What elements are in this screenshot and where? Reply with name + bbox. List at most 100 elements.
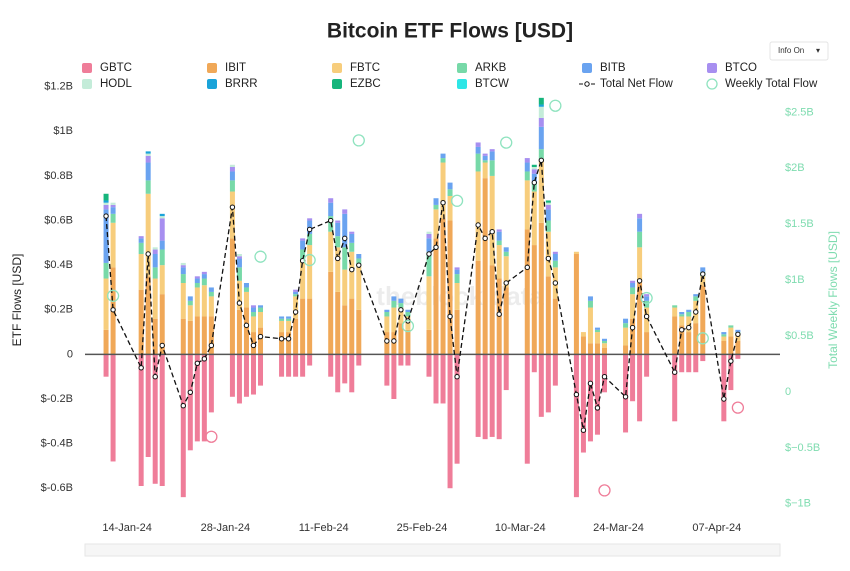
net-flow-point [194,360,201,367]
bar-segment [531,354,537,373]
bar-segment [159,218,165,241]
bar-segment [349,251,355,299]
bar-segment [728,336,734,355]
range-navigator[interactable] [84,543,781,557]
legend-swatch [82,79,92,89]
bar-segment [258,354,264,386]
y-tick-label: $1B [53,125,73,137]
bar-segment [335,220,341,223]
bar-segment [293,318,299,355]
bar-segment [208,354,214,413]
y2-tick-label: $2.5B [785,106,814,118]
bar-segment [524,354,530,464]
net-flow-line [105,160,739,431]
net-flow-point [454,373,460,380]
bar-segment [531,245,537,355]
net-flow-point [138,365,144,371]
bar-segment [630,294,636,319]
bar-segment [587,343,593,355]
bar-segment [693,294,699,297]
bar-segment [630,283,636,288]
bar-segment [103,202,109,205]
legend-swatch [207,79,217,89]
bar-segment [601,341,607,344]
bar-segment [672,307,678,317]
bar-segment [194,283,200,288]
net-flow-point [110,307,116,313]
bar-segment [475,142,481,147]
net-flow-point [580,427,587,433]
legend-label: BITB [600,62,626,74]
bar-segment [538,160,544,223]
bar-segment [524,158,530,163]
weekly-flow-point [640,291,653,305]
bar-segment [594,354,600,435]
bar-segment [110,354,116,462]
bar-segment [503,251,509,257]
net-flow-point [349,266,355,273]
bar-segment [391,354,397,399]
bar-segment [700,276,706,286]
bar-segment [454,309,460,355]
bar-segment [384,316,390,333]
bar-segment [159,294,165,355]
bar-segment [644,307,650,333]
x-tick-label: 14-Jan-24 [102,522,152,534]
bar-segment [145,155,151,163]
bar-segment [187,300,193,306]
bar-segment [545,209,551,221]
bar-segment [630,287,636,295]
bar-segment [552,298,558,355]
dropdown-icon[interactable]: ▾ [816,46,820,55]
bar-segment [103,354,109,377]
bar-segment [426,276,432,330]
bar-segment [286,354,292,377]
weekly-flow-point [598,484,611,497]
legend-label: IBIT [225,62,246,74]
bar-segment [307,233,313,246]
y2-tick-label: $−1B [785,498,811,510]
bar-segment [145,153,151,156]
net-flow-point [208,342,215,349]
bar-segment [405,329,411,355]
info-button[interactable] [769,41,829,61]
weekly-flow-point [401,319,415,333]
net-flow-point [524,264,530,271]
bar-segment [524,180,530,230]
bar-segment [335,291,341,355]
bar-segment [328,202,334,217]
bar-segment [229,354,235,397]
net-flow-point [187,389,194,396]
net-flow-point [496,311,502,317]
bar-segment [349,233,355,243]
net-flow-point [236,300,243,306]
bar-segment [552,251,558,254]
bar-segment [454,283,460,310]
legend-label: BTCW [475,78,509,90]
bar-segment [545,354,551,413]
bar-segment [342,213,348,248]
weekly-flow-point [500,136,513,149]
bar-segment [398,298,404,304]
bar-segment [159,354,165,486]
bar-segment [405,354,411,366]
net-flow-point [243,322,250,329]
bar-segment [630,280,636,283]
bar-segment [447,220,453,355]
bar-segment [693,296,699,301]
bar-segment [440,162,446,219]
bar-segment [103,329,109,355]
bar-segment [552,354,558,386]
y-tick-label: $0.6B [44,214,73,226]
bar-segment [391,307,397,333]
bar-segment [229,167,235,172]
bar-segment [236,256,242,259]
bar-segment [644,332,650,355]
bar-segment [637,218,643,232]
bar-segment [103,209,109,263]
bar-segment [496,240,502,246]
info-button-label[interactable]: Info On [778,46,804,55]
x-tick-label: 07-Apr-24 [692,522,741,534]
bar-segment [496,354,502,440]
bar-segment [258,327,264,355]
